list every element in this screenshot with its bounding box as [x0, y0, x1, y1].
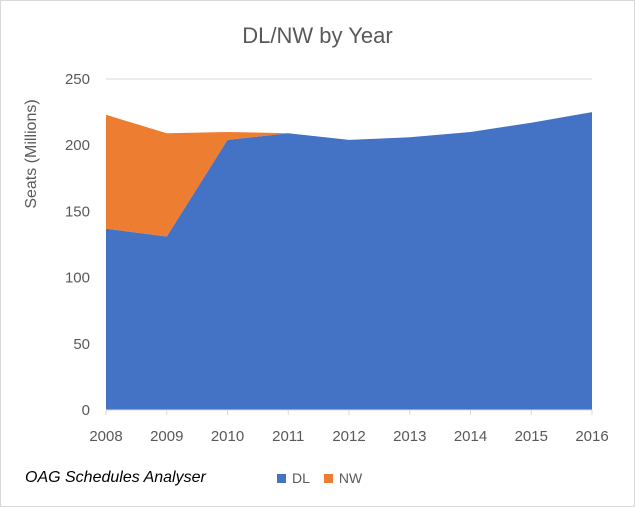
y-tick-label: 150	[65, 203, 90, 220]
legend: DL NW	[277, 470, 376, 486]
x-tick-label: 2009	[150, 428, 183, 445]
y-tick-label: 250	[65, 71, 90, 88]
x-tick-label: 2016	[575, 428, 608, 445]
x-tick-label: 2012	[332, 428, 365, 445]
legend-item-nw: NW	[323, 470, 363, 486]
x-tick-label: 2013	[393, 428, 426, 445]
y-tick-label: 200	[65, 137, 90, 154]
x-tick-label: 2010	[211, 428, 244, 445]
y-tick-label: 0	[82, 402, 90, 419]
x-tick-label: 2015	[515, 428, 548, 445]
area-layer	[106, 112, 592, 410]
area-series-dl	[106, 112, 592, 410]
y-tick-label: 50	[73, 336, 90, 353]
legend-swatch-dl	[277, 473, 286, 483]
legend-item-dl: DL	[277, 470, 310, 486]
legend-swatch-nw	[323, 473, 333, 483]
chart-title: DL/NW by Year	[242, 23, 393, 48]
legend-label-nw: NW	[338, 470, 363, 486]
legend-label-dl: DL	[292, 470, 310, 486]
x-tick-label: 2014	[454, 428, 487, 445]
area-series-nw	[106, 112, 592, 237]
source-note: OAG Schedules Analyser	[25, 469, 206, 486]
x-tick-label: 2008	[89, 428, 122, 445]
y-tick-label: 100	[65, 270, 90, 287]
axes: 0 50 100 150 200 250 2008 2009 2010 2011 2012 2013 2…	[65, 71, 609, 445]
x-tick-label: 2011	[272, 428, 304, 445]
